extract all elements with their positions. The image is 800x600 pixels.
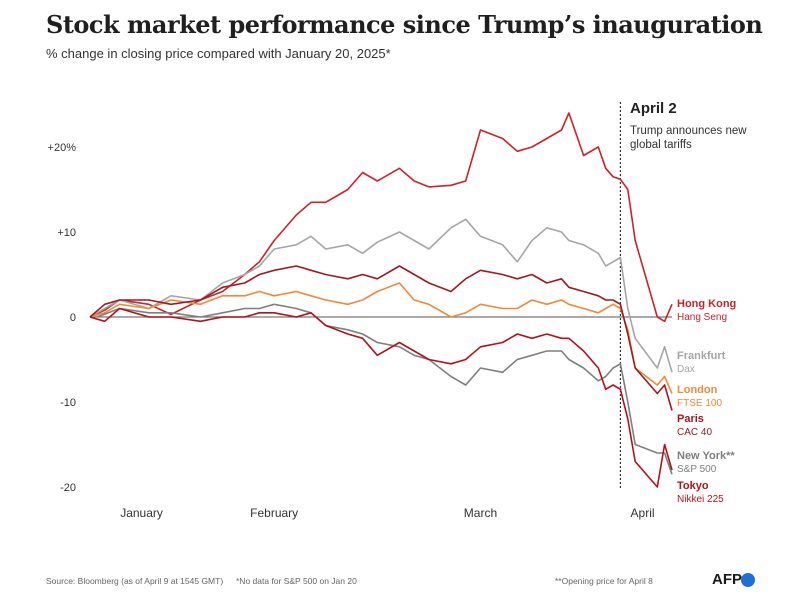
series-line	[89, 265, 673, 411]
event-annotation-text: Trump announces new global tariffs	[630, 125, 747, 151]
legend-item: London FTSE 100	[677, 384, 722, 410]
x-month-label: March	[464, 506, 497, 520]
series-line	[89, 282, 673, 394]
legend-series-name: New York**	[677, 450, 735, 462]
legend-series-name: Frankfurt	[677, 350, 726, 362]
series-line	[97, 303, 673, 475]
footer-note-sp500: *No data for S&P 500 on Jan 20	[236, 576, 357, 586]
x-month-label: April	[631, 506, 655, 520]
y-tick-label: +20%	[48, 142, 77, 154]
x-month-label: February	[250, 506, 298, 520]
legend-index-name: Dax	[677, 364, 695, 375]
footer-source: Source: Bloomberg (as of April 9 at 1545…	[46, 576, 224, 586]
event-annotation-title: April 2	[630, 100, 677, 117]
legend-index-name: CAC 40	[677, 427, 713, 438]
y-tick-label: -10	[60, 397, 76, 409]
legend-item: Hong Kong Hang Seng	[677, 298, 736, 324]
chart-title: Stock market performance since Trump’s i…	[46, 10, 763, 39]
afp-logo: AFP	[712, 571, 742, 588]
chart-subtitle: % change in closing price compared with …	[46, 46, 391, 61]
series-line	[89, 112, 673, 323]
y-tick-label: -20	[60, 482, 76, 494]
afp-logo-dot-icon	[741, 573, 755, 587]
legend-series-name: Paris	[677, 413, 704, 425]
legend-item: Paris CAC 40	[677, 413, 712, 439]
y-tick-label: 0	[70, 312, 76, 324]
x-month-label: January	[120, 506, 163, 520]
legend-series-name: London	[677, 384, 718, 396]
legend-index-name: FTSE 100	[677, 398, 723, 409]
series-line	[89, 218, 673, 373]
legend-item: New York** S&P 500	[677, 450, 735, 476]
legend-index-name: Nikkei 225	[677, 494, 724, 505]
series-line	[89, 307, 673, 488]
footer-note-opening: **Opening price for April 8	[555, 576, 653, 586]
legend-item: Frankfurt Dax	[677, 350, 725, 376]
legend-item: Tokyo Nikkei 225	[677, 480, 724, 506]
y-tick-label: +10	[57, 227, 76, 239]
legend-series-name: Tokyo	[677, 480, 709, 492]
legend-index-name: S&P 500	[677, 464, 717, 475]
legend-index-name: Hang Seng	[677, 312, 728, 323]
legend-series-name: Hong Kong	[677, 298, 737, 310]
